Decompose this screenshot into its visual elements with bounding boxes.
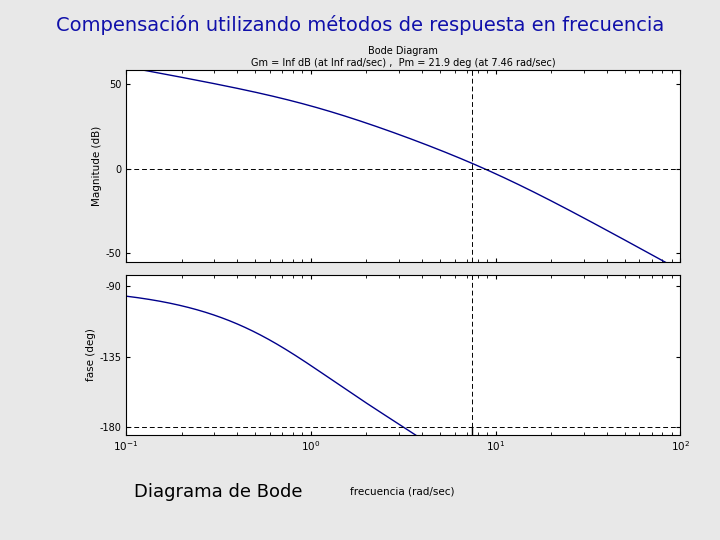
- Text: frecuencia (rad/sec): frecuencia (rad/sec): [350, 487, 454, 497]
- Title: Bode Diagram
Gm = Inf dB (at Inf rad/sec) ,  Pm = 21.9 deg (at 7.46 rad/sec): Bode Diagram Gm = Inf dB (at Inf rad/sec…: [251, 46, 556, 68]
- Y-axis label: fase (deg): fase (deg): [86, 329, 96, 381]
- Y-axis label: Magnitude (dB): Magnitude (dB): [92, 126, 102, 206]
- Text: Diagrama de Bode: Diagrama de Bode: [135, 483, 303, 501]
- Text: Compensación utilizando métodos de respuesta en frecuencia: Compensación utilizando métodos de respu…: [56, 15, 664, 35]
